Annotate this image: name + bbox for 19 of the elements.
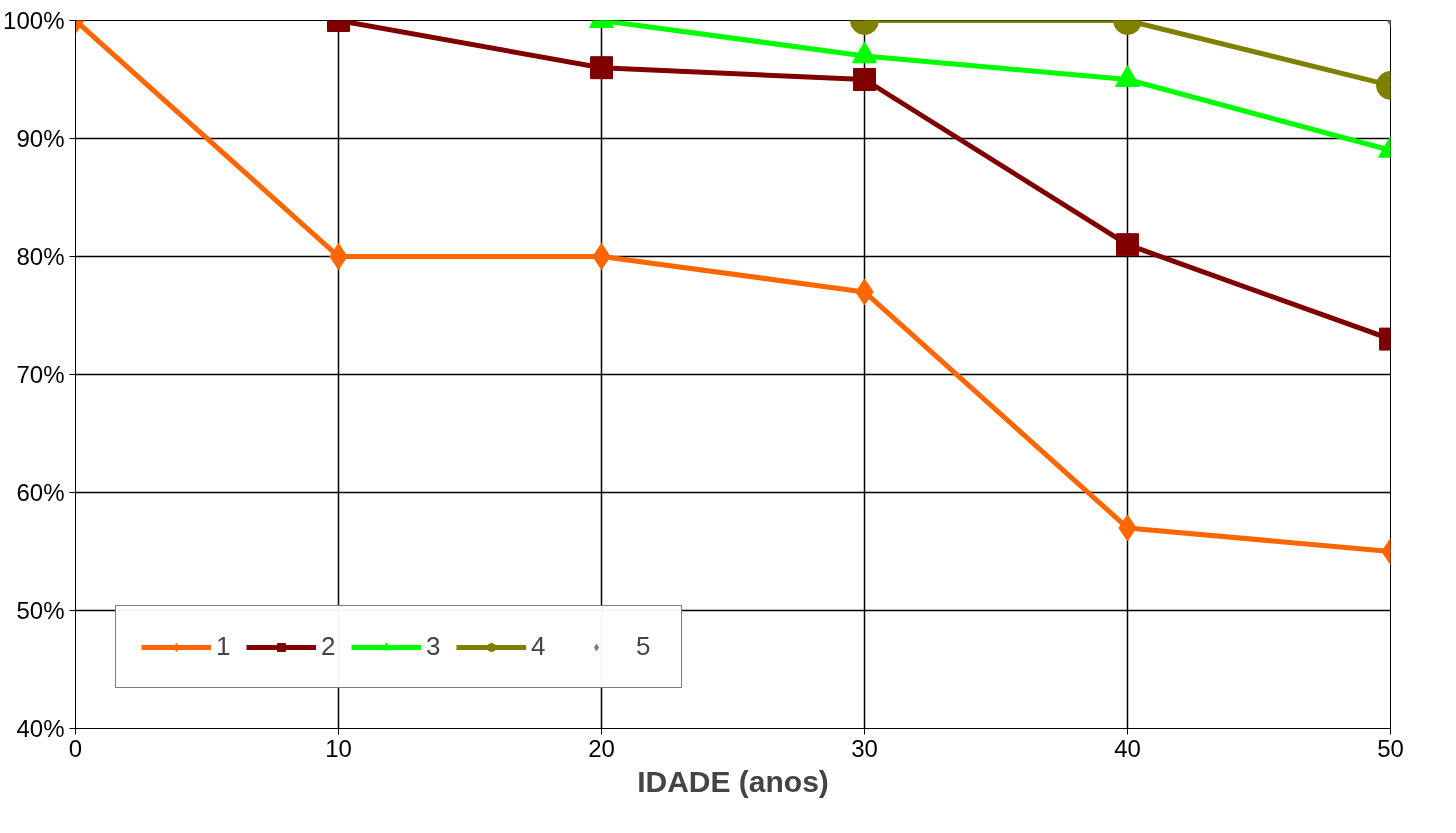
y-tick-label: 70% — [16, 361, 65, 388]
legend-label: 4 — [531, 631, 547, 662]
x-tick-label: 30 — [851, 734, 878, 762]
y-tick-label: 90% — [16, 125, 65, 152]
legend-label: 2 — [321, 631, 337, 662]
y-tick-label: 100% — [3, 7, 65, 34]
legend-label: 3 — [426, 631, 442, 662]
y-tick-label: 60% — [16, 479, 65, 506]
legend-label: 5 — [636, 631, 652, 662]
y-tick-label: 80% — [16, 243, 65, 270]
x-tick-label: 20 — [588, 734, 615, 762]
x-axis-title: IDADE (anos) — [637, 764, 829, 798]
x-tick-label: 40 — [1114, 734, 1141, 762]
x-tick-label: 50 — [1377, 734, 1404, 762]
y-tick-label: 50% — [16, 597, 65, 624]
y-tick-label: 40% — [16, 715, 65, 742]
x-tick-label: 0 — [68, 734, 83, 762]
x-tick-label: 10 — [325, 734, 352, 762]
legend-label: 1 — [216, 631, 232, 662]
